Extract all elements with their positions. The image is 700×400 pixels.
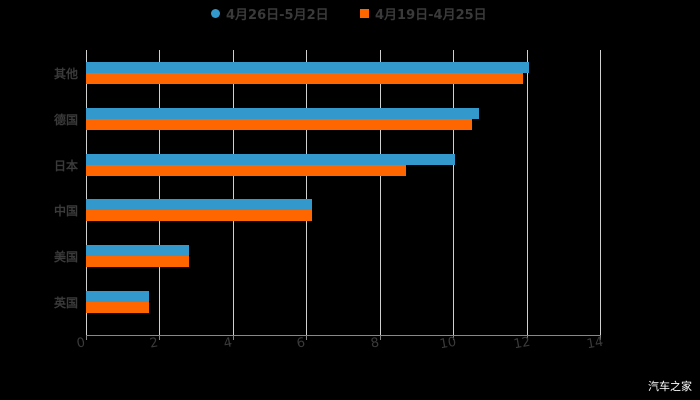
gridline (159, 50, 161, 335)
legend-item-series-b[interactable]: 4月19日-4月25日 (360, 4, 487, 23)
legend-circle-icon (211, 9, 220, 18)
legend-item-series-a[interactable]: 4月26日-5月2日 (211, 4, 329, 23)
legend-square-icon (360, 9, 369, 18)
x-axis-line (86, 335, 600, 336)
bar[interactable] (86, 291, 150, 302)
x-axis-tick (232, 335, 234, 340)
x-axis-tick-label: 2 (149, 335, 160, 352)
x-axis-tick-label: 6 (295, 335, 307, 352)
x-axis-tick-label: 8 (369, 335, 381, 352)
bar[interactable] (86, 210, 312, 222)
bar[interactable] (86, 256, 189, 268)
x-axis-tick (86, 335, 87, 340)
category-label: 其他 (53, 67, 78, 81)
bar[interactable] (86, 62, 530, 73)
bar[interactable] (86, 302, 150, 313)
x-axis-tick (526, 335, 528, 340)
bar[interactable] (86, 245, 189, 257)
x-axis-tick (159, 335, 161, 340)
category-label: 英国 (53, 296, 78, 310)
x-axis-tick-label: 12 (512, 334, 532, 353)
gridline (232, 50, 234, 335)
gridline (600, 50, 601, 335)
gridline (453, 50, 455, 335)
legend-label: 4月26日-5月2日 (226, 8, 329, 23)
x-axis-tick (453, 335, 455, 340)
x-axis-tick-label: 14 (585, 334, 605, 353)
gridline (86, 50, 87, 335)
gridline (526, 50, 528, 335)
x-axis-tick-label: 10 (438, 334, 458, 353)
chart-legend: 4月26日-5月2日 4月19日-4月25日 (0, 4, 700, 24)
bar[interactable] (86, 153, 455, 165)
bar[interactable] (86, 199, 312, 211)
x-axis-tick (306, 335, 308, 340)
x-axis-tick-label: 4 (222, 335, 234, 352)
gridline (379, 50, 381, 335)
bar[interactable] (86, 73, 523, 84)
bar[interactable] (86, 164, 407, 176)
category-label: 美国 (53, 250, 78, 265)
category-label: 中国 (53, 204, 78, 219)
x-axis-tick (379, 335, 381, 340)
x-axis-tick (600, 335, 601, 340)
bar[interactable] (86, 118, 472, 130)
watermark: 汽车之家 (648, 380, 692, 393)
bar[interactable] (86, 107, 479, 119)
gridline (306, 50, 308, 335)
category-label: 日本 (53, 158, 78, 173)
x-axis-tick-label: 0 (75, 335, 87, 352)
category-label: 德国 (53, 112, 78, 127)
legend-label: 4月19日-4月25日 (375, 8, 487, 23)
